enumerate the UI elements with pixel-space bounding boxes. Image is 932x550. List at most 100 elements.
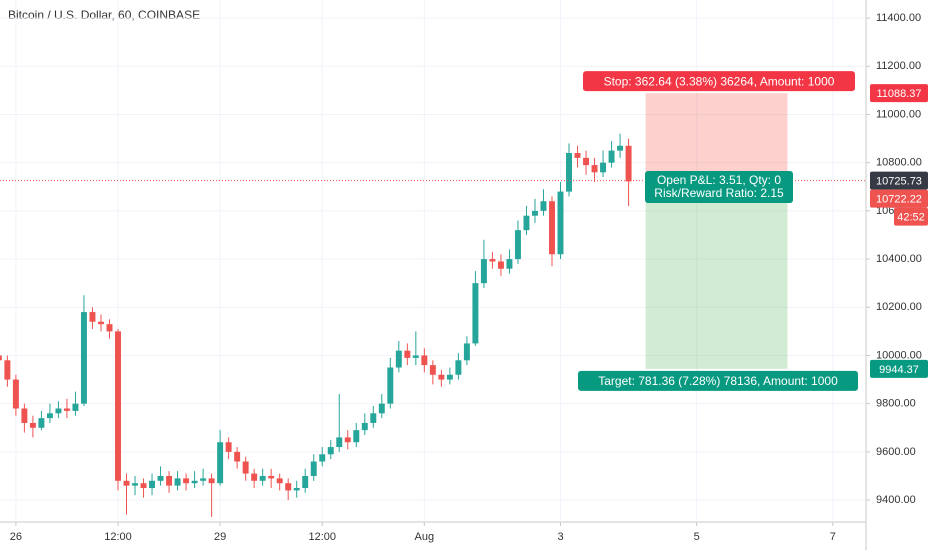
candle-body bbox=[336, 437, 343, 448]
target-label: Target: 781.36 (7.28%) 78136, Amount: 10… bbox=[598, 374, 838, 388]
candle-body bbox=[344, 437, 351, 443]
y-tick-label: 10400.00 bbox=[876, 253, 922, 265]
candle-body bbox=[625, 145, 632, 182]
candle-body bbox=[387, 367, 394, 404]
last-price-badge: 10722.22 bbox=[876, 193, 922, 205]
candle-body bbox=[506, 259, 513, 269]
countdown: 42:52 bbox=[897, 211, 925, 223]
candle-body bbox=[174, 478, 181, 486]
y-tick-label: 10000.00 bbox=[876, 349, 922, 361]
chart-title: Bitcoin / U.S. Dollar, 60, COINBASE bbox=[8, 8, 200, 22]
candle-body bbox=[149, 480, 156, 489]
target-zone bbox=[645, 180, 788, 369]
candle-body bbox=[166, 475, 173, 486]
candle-body bbox=[412, 355, 419, 358]
candle-body bbox=[310, 461, 317, 476]
candle-body bbox=[80, 312, 87, 404]
candle-body bbox=[38, 418, 45, 428]
candle-body bbox=[293, 488, 300, 491]
candle-body bbox=[429, 365, 436, 375]
candle-body bbox=[12, 379, 19, 409]
y-tick-label: 9600.00 bbox=[876, 446, 916, 458]
candle-body bbox=[549, 201, 555, 255]
candle-body bbox=[0, 355, 2, 361]
candle-body bbox=[225, 442, 232, 452]
y-tick-label: 11000.00 bbox=[876, 108, 921, 120]
y-tick-label: 9800.00 bbox=[876, 398, 916, 410]
stop-badge: 11088.37 bbox=[876, 88, 921, 100]
candle-body bbox=[463, 343, 470, 361]
candle-body bbox=[370, 413, 377, 423]
candle-body bbox=[140, 483, 147, 489]
y-tick-label: 11200.00 bbox=[876, 60, 921, 72]
candle-body bbox=[63, 408, 70, 411]
candle-body bbox=[600, 162, 607, 173]
y-tick-label: 10800.00 bbox=[876, 157, 922, 169]
stop-label-box bbox=[583, 71, 855, 92]
candle-body bbox=[617, 145, 624, 151]
candle-body bbox=[361, 422, 368, 431]
candle-body bbox=[489, 259, 496, 262]
candle-body bbox=[446, 374, 453, 380]
target-badge-box bbox=[870, 359, 928, 378]
candle-body bbox=[353, 430, 360, 443]
target-badge: 9944.37 bbox=[879, 364, 919, 376]
candle-body bbox=[540, 201, 547, 211]
candle-body bbox=[242, 461, 249, 474]
candle-body bbox=[115, 331, 121, 481]
candle-body bbox=[480, 259, 487, 284]
candle-body bbox=[55, 408, 62, 414]
stop-label: Stop: 362.64 (3.38%) 36264, Amount: 1000 bbox=[604, 74, 835, 88]
candle-body bbox=[276, 478, 283, 484]
entry-badge-box bbox=[870, 171, 928, 190]
candle-body bbox=[29, 422, 36, 428]
pnl-box bbox=[645, 171, 793, 203]
candle-body bbox=[378, 403, 385, 414]
stop-zone bbox=[645, 93, 788, 181]
candle-body bbox=[583, 157, 590, 166]
x-tick-label: 7 bbox=[830, 531, 836, 543]
candle-body bbox=[438, 374, 445, 380]
candle-body bbox=[157, 475, 164, 481]
candle-body bbox=[259, 475, 266, 481]
countdown-box bbox=[894, 207, 928, 226]
pnl-label: Open P&L: 3.51, Qty: 0 bbox=[657, 173, 781, 187]
x-tick-label: 12:00 bbox=[308, 531, 336, 543]
y-tick-label: 11400.00 bbox=[876, 12, 921, 24]
candle-body bbox=[574, 153, 581, 158]
candle-body bbox=[523, 215, 530, 231]
rr-label: Risk/Reward Ratio: 2.15 bbox=[654, 186, 784, 200]
candle-body bbox=[132, 483, 138, 486]
candle-body bbox=[123, 480, 130, 486]
candle-body bbox=[608, 150, 615, 163]
candle-body bbox=[191, 480, 198, 484]
x-tick-label: Aug bbox=[415, 531, 435, 543]
candle-body bbox=[566, 153, 572, 192]
candle-body bbox=[557, 191, 564, 255]
candle-body bbox=[268, 475, 275, 479]
candle-body bbox=[285, 483, 292, 491]
candle-body bbox=[251, 473, 258, 481]
candle-body bbox=[514, 230, 521, 260]
x-tick-label: 29 bbox=[214, 531, 226, 543]
candle-body bbox=[497, 261, 504, 269]
x-tick-label: 5 bbox=[694, 531, 700, 543]
y-tick-label: 10200.00 bbox=[876, 301, 922, 313]
stop-badge-box bbox=[870, 84, 928, 103]
candle-body bbox=[46, 413, 53, 419]
candle-body bbox=[455, 360, 462, 375]
candle-body bbox=[531, 210, 538, 216]
candle-body bbox=[217, 442, 224, 484]
y-tick-label: 9400.00 bbox=[876, 494, 916, 506]
candle-body bbox=[106, 324, 113, 332]
entry-badge: 10725.73 bbox=[876, 175, 922, 187]
candle-body bbox=[72, 403, 79, 411]
candle-body bbox=[591, 165, 598, 173]
x-tick-label: 12:00 bbox=[104, 531, 132, 543]
candle-body bbox=[4, 360, 11, 380]
candle-body bbox=[421, 355, 428, 366]
candle-body bbox=[395, 350, 402, 368]
candle-body bbox=[472, 283, 479, 344]
